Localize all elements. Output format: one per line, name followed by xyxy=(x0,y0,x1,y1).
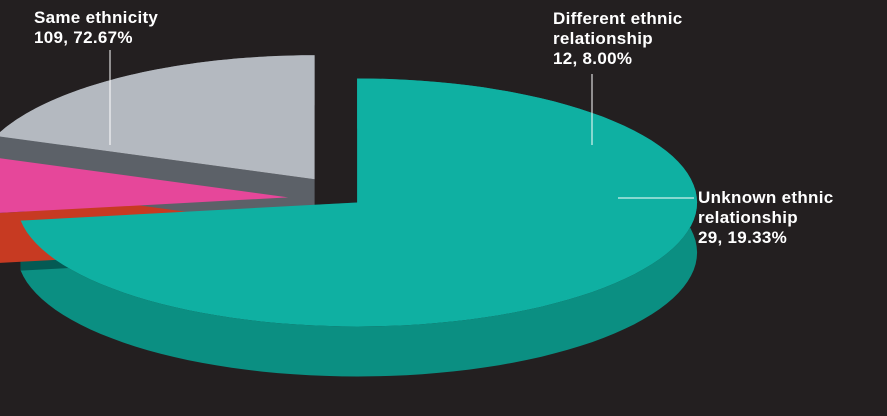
label-same-ethnicity-line-1: Same ethnicity xyxy=(34,8,159,27)
label-different-ethnic: Different ethnic relationship 12, 8.00% xyxy=(553,9,682,69)
label-same-ethnicity-value: 109, 72.67% xyxy=(34,28,133,47)
label-different-ethnic-line-2: relationship xyxy=(553,29,653,48)
pie-slices xyxy=(0,55,698,377)
label-same-ethnicity: Same ethnicity 109, 72.67% xyxy=(34,8,158,48)
label-unknown-ethnic-line-1: Unknown ethnic xyxy=(698,188,834,207)
slice-top-unknown xyxy=(0,55,315,180)
label-different-ethnic-line-1: Different ethnic xyxy=(553,9,683,28)
label-unknown-ethnic-value: 29, 19.33% xyxy=(698,228,788,247)
label-unknown-ethnic-line-2: relationship xyxy=(698,208,798,227)
label-unknown-ethnic: Unknown ethnic relationship 29, 19.33% xyxy=(698,188,833,248)
slice-top-same xyxy=(20,78,698,327)
leader-lines xyxy=(109,50,694,199)
slice-top-different xyxy=(0,158,289,213)
label-different-ethnic-value: 12, 8.00% xyxy=(553,49,633,68)
